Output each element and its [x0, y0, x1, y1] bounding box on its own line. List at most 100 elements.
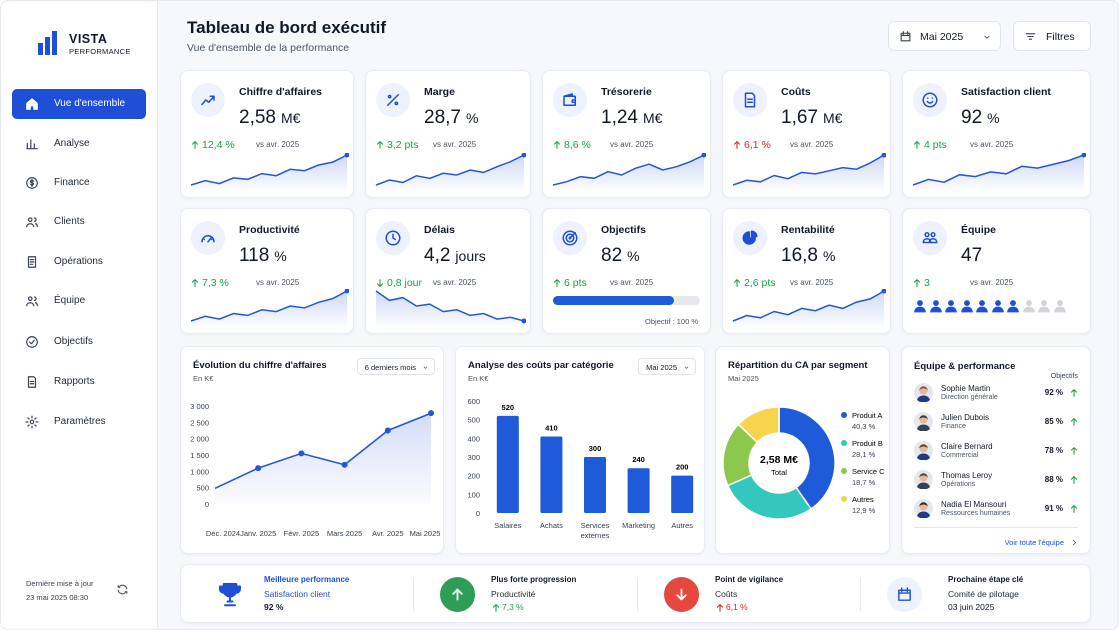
bar-chart: 0 100 200 300 400 500 600 520 410 300 240 200: [467, 397, 694, 518]
kpi-unit: M€: [280, 110, 301, 126]
icon-path: [26, 139, 38, 150]
kpi-title: Coûts: [781, 86, 811, 98]
sidebar: VISTA PERFORMANCE Vue d'ensemble Analyse Fin…: [1, 1, 158, 629]
nav-item[interactable]: Opérations: [12, 247, 146, 277]
nav-item[interactable]: Clients: [12, 207, 146, 237]
highlight-label: Satisfaction client: [264, 589, 331, 599]
icon-path: [26, 98, 38, 110]
kpi-value-row: 28,7%: [424, 107, 478, 129]
icon: [563, 93, 576, 106]
filters-label: Filtres: [1046, 31, 1075, 43]
sparkline: [190, 153, 349, 193]
bar: [671, 475, 694, 513]
sparkline-end: [344, 153, 349, 158]
kpi-value: 28,7: [424, 107, 461, 128]
kpi-value: 2,58: [239, 107, 276, 128]
separator: [637, 577, 638, 611]
icon: [742, 230, 758, 245]
kpi-card: Trésorerie 1,24 M€ 8,6 % vs avr. 2025: [542, 70, 711, 198]
icon: [191, 141, 199, 149]
x-tick-label: Salaires: [494, 521, 522, 530]
icon-path: [423, 366, 428, 369]
kpi-icon: [733, 221, 767, 255]
avatar-body: [917, 424, 930, 431]
filters-button[interactable]: Filtres: [1013, 21, 1091, 51]
nav-label: Paramètres: [54, 416, 106, 427]
donut-segment: [778, 406, 836, 510]
nav-item[interactable]: Analyse: [12, 129, 146, 159]
icon: [492, 604, 500, 612]
team-link[interactable]: Voir toute l'équipe: [1004, 538, 1064, 547]
chart-selector[interactable]: Mai 2025: [638, 358, 696, 375]
kpi-compare: vs avr. 2025: [790, 278, 834, 287]
kpi-icon: [913, 83, 947, 117]
period-select[interactable]: Mai 2025: [888, 21, 1001, 51]
kpi-value-row: 82%: [601, 245, 640, 267]
kpi-icon: [553, 221, 587, 255]
icon: [117, 584, 128, 595]
icon: [26, 98, 38, 110]
page-title: Tableau de bord exécutif: [187, 18, 387, 37]
y-tick-label: 0: [476, 509, 480, 518]
icon-path: [385, 230, 401, 246]
person-body: [991, 306, 1004, 313]
nav-item[interactable]: Rapports: [12, 367, 146, 397]
legend-value: 12,9 %: [852, 506, 876, 515]
avatar-hair: [919, 386, 928, 391]
legend-value: 40,3 %: [852, 422, 876, 431]
kpi-unit: jours: [455, 248, 486, 264]
avatar: [914, 499, 933, 518]
chart-card: Équipe & performance Objectifs Sophie Mart…: [901, 346, 1091, 554]
nav-item[interactable]: Objectifs: [12, 327, 146, 357]
divider: [914, 527, 1078, 528]
chart-selector[interactable]: 6 derniers mois: [356, 358, 435, 375]
member-score: 91 %: [1044, 504, 1063, 513]
legend-label: Service C: [852, 467, 885, 476]
icon: [1070, 389, 1078, 397]
member-name: Sophie Martin: [941, 384, 991, 393]
icon: [387, 94, 399, 106]
icon: [423, 366, 428, 369]
y-tick-label: 500: [196, 484, 209, 493]
icon-path: [1070, 476, 1078, 484]
nav-item[interactable]: Équipe: [12, 286, 146, 316]
area: [215, 413, 431, 504]
kpi-unit: M€: [822, 110, 843, 126]
kpi-delta: 3: [924, 277, 930, 289]
donut-segment: [737, 406, 780, 444]
sparkline-line: [732, 290, 885, 322]
icon-path: [26, 217, 38, 228]
legend-dot: [841, 496, 847, 502]
person-icon: [1022, 300, 1035, 313]
person-body: [945, 306, 957, 313]
sparkline-line: [732, 154, 885, 186]
nav-item[interactable]: Vue d'ensemble: [12, 89, 146, 119]
kpi-compare: vs avr. 2025: [256, 278, 300, 287]
kpi-unit: %: [822, 248, 836, 264]
kpi-title: Rentabilité: [781, 224, 835, 236]
y-tick-label: 2 000: [190, 435, 209, 444]
nav-item[interactable]: Paramètres: [12, 407, 146, 437]
icon-path: [900, 31, 911, 42]
member-role: Opérations: [941, 481, 976, 488]
icon-path: [27, 256, 37, 268]
x-tick-label: Déc. 2024: [206, 529, 240, 538]
chart-card: Répartition du CA par segment Mai 2025 Pro…: [715, 346, 890, 554]
icon: [1070, 505, 1078, 513]
member-name: Claire Bernard: [941, 442, 993, 451]
nav-label: Clients: [54, 216, 85, 227]
kpi-compare: vs avr. 2025: [610, 140, 654, 149]
icon: [26, 336, 38, 348]
nav-item[interactable]: Finance: [12, 168, 146, 198]
highlight-icon: [887, 577, 922, 612]
kpi-value-row: 2,58 M€: [239, 107, 300, 129]
sparkline-end: [521, 153, 526, 158]
person-head: [932, 300, 939, 306]
kpi-value-row: 47: [961, 245, 982, 267]
kpi-delta: 0,8 jour: [387, 277, 423, 289]
icon: [1070, 447, 1078, 455]
chart-title: Évolution du chiffre d'affaires: [193, 360, 327, 371]
icon-path: [733, 141, 741, 149]
icon: [191, 279, 199, 287]
highlight-title: Point de vigilance: [715, 575, 784, 584]
